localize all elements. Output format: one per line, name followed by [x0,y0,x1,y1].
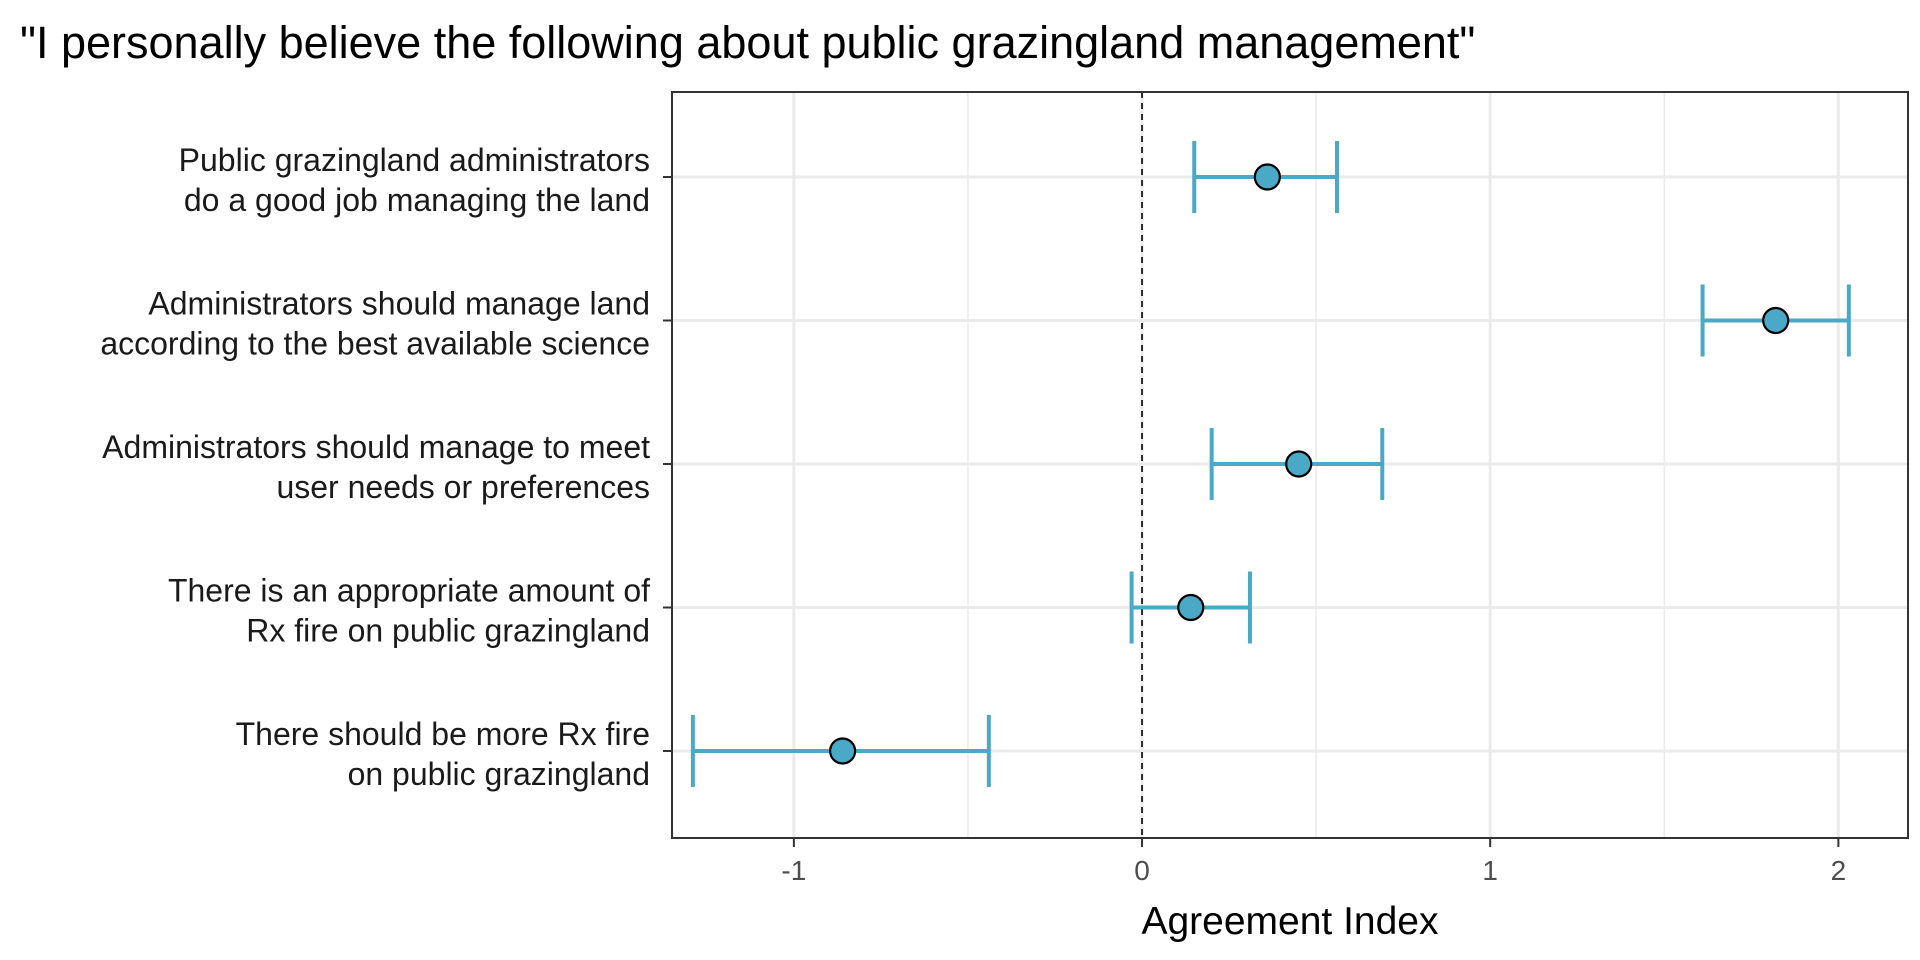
y-tick-label: Administrators should manage to meet user… [102,429,650,505]
y-tick-label-line: user needs or preferences [276,469,650,505]
y-tick-label-line: according to the best available science [100,326,650,362]
data-point [829,737,857,765]
y-tick-label-line: Administrators should manage to meet [102,429,650,465]
y-tick-label-line: There is an appropriate amount of [168,573,650,609]
y-tick-label-line: Administrators should manage land [148,286,650,322]
y-tick-label: There is an appropriate amount of Rx fire… [168,573,650,649]
data-point [1177,593,1205,622]
chart-title: "I personally believe the following abou… [20,17,1475,68]
y-tick-label-line: on public grazingland [348,756,650,792]
data-points [829,163,1790,765]
y-tick-label-line: There should be more Rx fire [236,716,650,752]
x-tick-label: -1 [781,855,806,886]
y-tick-label: Public grazingland administrators do a go… [179,142,650,218]
y-tick-label: There should be more Rx fire on public gr… [236,716,650,792]
error-bars [690,141,1851,787]
x-axis: -1 0 1 2 [781,838,1846,886]
x-axis-title: Agreement Index [1141,900,1439,943]
y-tick-label-line: Rx fire on public grazingland [246,613,650,649]
data-point [1285,450,1313,478]
data-point [1762,306,1790,335]
x-tick-label: 0 [1134,855,1150,886]
y-tick-label-line: do a good job managing the land [184,182,650,218]
y-tick-label-line: Public grazingland administrators [179,142,650,178]
y-axis: Public grazingland administrators do a go… [100,142,672,792]
x-tick-label: 1 [1482,855,1498,886]
y-tick-label: Administrators should manage land accordi… [100,286,650,362]
x-tick-label: 2 [1831,855,1847,886]
data-point [1253,163,1281,191]
